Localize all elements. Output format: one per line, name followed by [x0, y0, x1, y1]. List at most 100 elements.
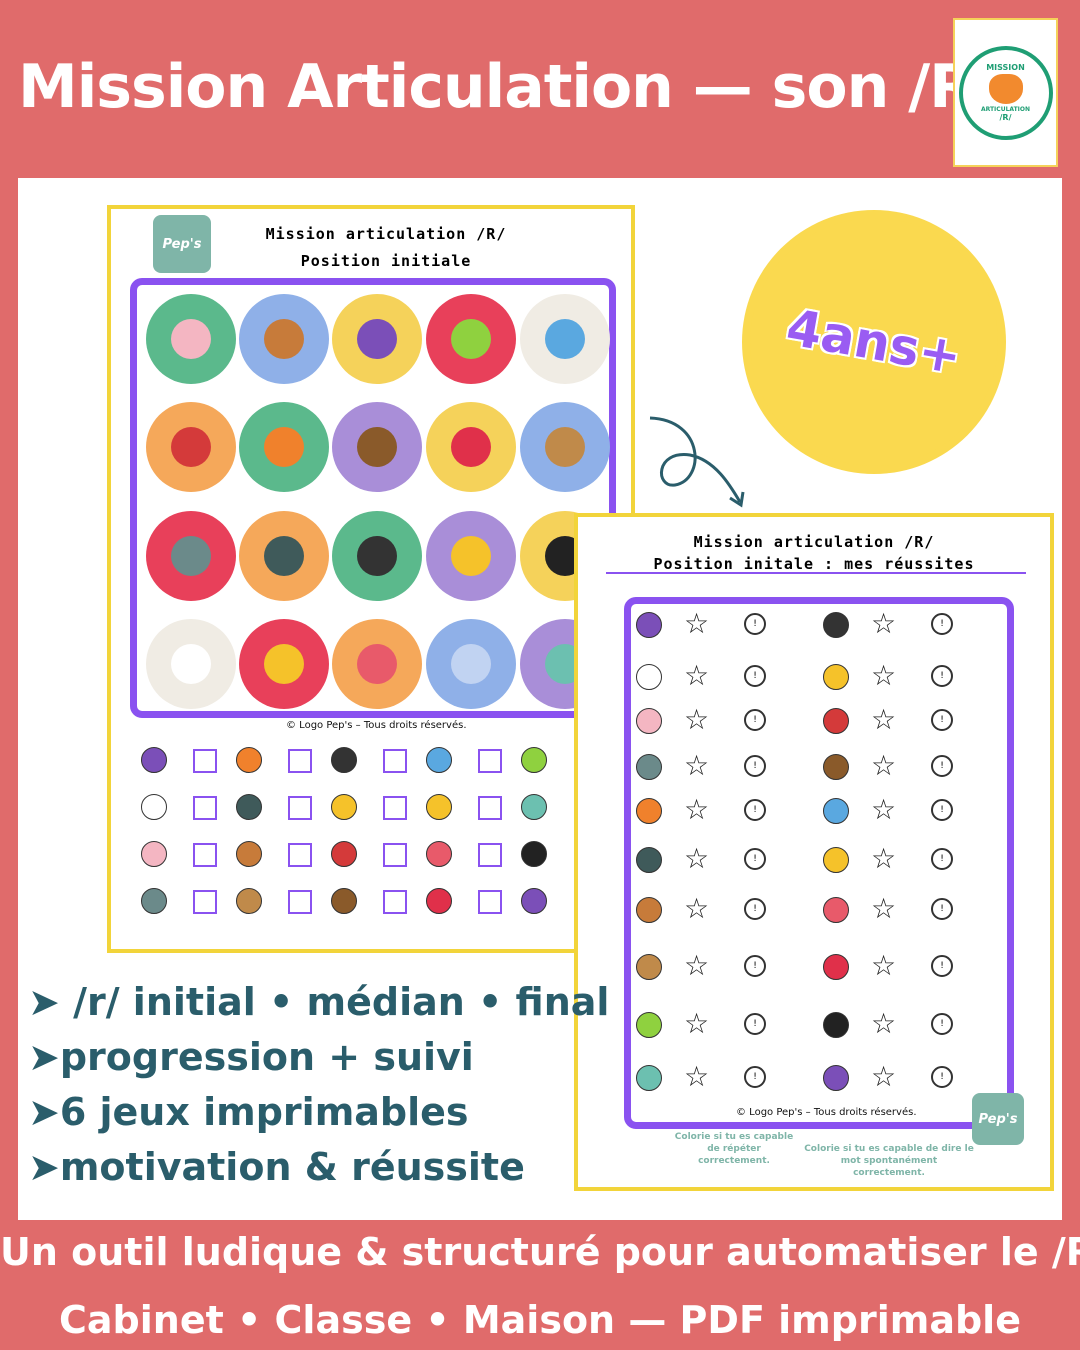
wheel-picture [332, 511, 422, 601]
star-icon[interactable]: ☆ [871, 842, 897, 875]
checkbox[interactable] [193, 796, 217, 820]
reindeer-icon [236, 841, 262, 867]
star-icon[interactable]: ☆ [871, 749, 897, 782]
robot-icon [545, 319, 585, 359]
star-icon[interactable]: ☆ [871, 1007, 897, 1040]
rosette-icon[interactable]: ! [931, 848, 953, 870]
star-icon[interactable]: ☆ [684, 659, 710, 692]
logo-sound: /R/ [999, 113, 1012, 122]
curtains-icon [636, 1065, 662, 1091]
rosette-icon[interactable]: ! [931, 1013, 953, 1035]
star-icon[interactable]: ☆ [871, 949, 897, 982]
star-icon[interactable]: ☆ [684, 892, 710, 925]
mission-logo: MISSION ARTICULATION /R/ [953, 18, 1058, 167]
star-icon[interactable]: ☆ [871, 703, 897, 736]
ribbon-picture [426, 511, 516, 601]
star-icon[interactable]: ☆ [684, 842, 710, 875]
rosette-icon[interactable]: ! [931, 613, 953, 635]
rosette-icon[interactable]: ! [931, 709, 953, 731]
checkbox[interactable] [383, 843, 407, 867]
star-icon[interactable]: ☆ [871, 793, 897, 826]
rosette-icon[interactable]: ! [744, 799, 766, 821]
rosette-icon[interactable]: ! [931, 799, 953, 821]
queen-icon [426, 841, 452, 867]
rosette-icon[interactable]: ! [744, 613, 766, 635]
rosette-icon[interactable]: ! [744, 898, 766, 920]
star-icon[interactable]: ☆ [684, 703, 710, 736]
sheet-subtitle: Position initale : mes réussites [653, 555, 975, 573]
sheet-title: Mission articulation /R/ [265, 225, 507, 243]
rosette-icon[interactable]: ! [744, 848, 766, 870]
rosette-icon[interactable]: ! [744, 955, 766, 977]
fox-icon [988, 74, 1023, 104]
fox-icon [236, 747, 262, 773]
checkbox[interactable] [383, 796, 407, 820]
star-icon[interactable]: ☆ [871, 659, 897, 692]
rosette-icon[interactable]: ! [931, 755, 953, 777]
rosette-icon[interactable]: ! [744, 665, 766, 687]
checkbox[interactable] [478, 749, 502, 773]
star-icon[interactable]: ☆ [684, 949, 710, 982]
wheel-icon [331, 747, 357, 773]
checkbox[interactable] [288, 843, 312, 867]
logo-text-bottom: ARTICULATION [980, 106, 1031, 113]
star-icon[interactable]: ☆ [684, 1060, 710, 1093]
checkbox[interactable] [193, 890, 217, 914]
dress-icon [636, 847, 662, 873]
star-icon[interactable]: ☆ [684, 793, 710, 826]
circle-icon [171, 644, 211, 684]
circle-picture [146, 619, 236, 709]
star-icon[interactable]: ☆ [684, 607, 710, 640]
checkbox[interactable] [383, 749, 407, 773]
grapes-picture [332, 294, 422, 384]
rosette-icon[interactable]: ! [744, 709, 766, 731]
rosette-icon[interactable]: ! [931, 955, 953, 977]
king-icon [823, 708, 849, 734]
pink-paint-icon [171, 319, 211, 359]
road-icon [521, 841, 547, 867]
king-picture [146, 402, 236, 492]
reindeer-picture [239, 294, 329, 384]
star-icon[interactable]: ☆ [871, 892, 897, 925]
oar-icon [236, 888, 262, 914]
racket-picture [426, 294, 516, 384]
checkbox[interactable] [478, 796, 502, 820]
checkbox[interactable] [383, 890, 407, 914]
checkbox[interactable] [288, 890, 312, 914]
rosette-icon[interactable]: ! [931, 898, 953, 920]
oar-icon [545, 427, 585, 467]
ruler-picture [239, 619, 329, 709]
rosette-icon[interactable]: ! [931, 1066, 953, 1088]
copyright: © Logo Pep's – Tous droits réservés. [286, 720, 467, 731]
checkbox[interactable] [288, 749, 312, 773]
radish-icon [451, 427, 491, 467]
fox-icon [264, 427, 304, 467]
checkbox[interactable] [193, 749, 217, 773]
robot-icon [426, 747, 452, 773]
star-icon[interactable]: ☆ [684, 749, 710, 782]
page-title: Mission Articulation — son /R/ [18, 52, 996, 122]
circle-icon [141, 794, 167, 820]
checkbox[interactable] [193, 843, 217, 867]
rosette-icon[interactable]: ! [744, 1066, 766, 1088]
circle-icon [636, 664, 662, 690]
rosette-icon[interactable]: ! [744, 1013, 766, 1035]
dress-picture [239, 511, 329, 601]
star-icon[interactable]: ☆ [684, 1007, 710, 1040]
rice-picture [146, 511, 236, 601]
checkbox[interactable] [288, 796, 312, 820]
rosette-icon[interactable]: ! [931, 665, 953, 687]
rosette-icon[interactable]: ! [744, 755, 766, 777]
beehive-icon [357, 427, 397, 467]
wheel-icon [357, 536, 397, 576]
checkbox[interactable] [478, 890, 502, 914]
star-icon[interactable]: ☆ [871, 1060, 897, 1093]
checkbox[interactable] [478, 843, 502, 867]
ribbon-icon [451, 536, 491, 576]
curtains-icon [521, 794, 547, 820]
ruler-icon [823, 664, 849, 690]
star-icon[interactable]: ☆ [871, 607, 897, 640]
dress-icon [236, 794, 262, 820]
wheel-icon [823, 612, 849, 638]
rake-icon [451, 644, 491, 684]
